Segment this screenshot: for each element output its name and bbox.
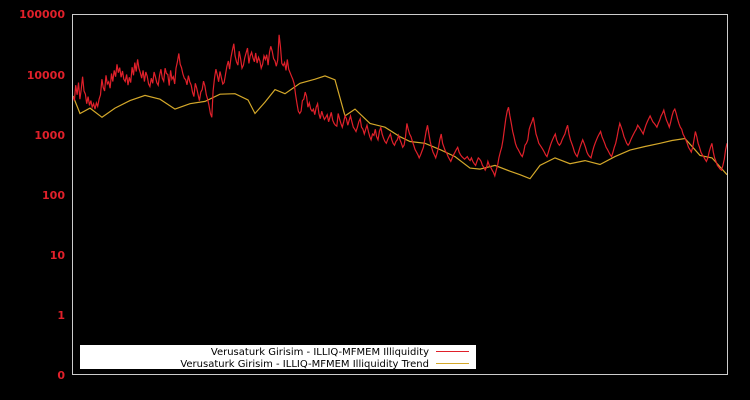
plot-area: [72, 34, 728, 180]
y-tick-label: 100000: [19, 8, 65, 21]
legend-label-trend: Verusaturk Girisim - ILLIQ-MFMEM Illiqui…: [180, 359, 429, 370]
legend: Verusaturk Girisim - ILLIQ-MFMEM Illiqui…: [80, 345, 476, 370]
plot-frame: [72, 14, 728, 375]
legend-box: [80, 345, 476, 369]
y-tick-label: 10000: [27, 69, 66, 82]
legend-label-illiquidity: Verusaturk Girisim - ILLIQ-MFMEM Illiqui…: [211, 347, 429, 358]
trend-series-line: [72, 75, 728, 180]
y-tick-label: 1: [57, 309, 65, 322]
y-tick-label: 10: [50, 249, 66, 262]
illiquidity-series-line: [72, 34, 728, 178]
y-tick-label: 0: [57, 369, 65, 382]
y-tick-label: 1000: [34, 129, 65, 142]
y-tick-label: 100: [42, 189, 65, 202]
